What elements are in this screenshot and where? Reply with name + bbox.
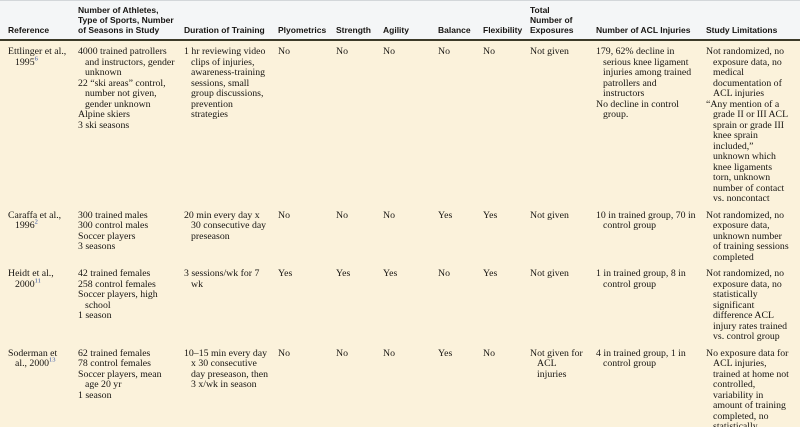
cell-flexibility: Yes — [483, 268, 498, 279]
column-header-athletes: Number of Athletes, Type of Sports, Numbe… — [78, 1, 184, 41]
cell-duration: 3 sessions/wk for 7 wk — [184, 268, 260, 290]
cell-limitations: Not randomized, no exposure data, unknow… — [706, 209, 789, 263]
cell-flexibility: No — [483, 342, 530, 427]
cell-athletes: 62 trained females 78 control females Socc… — [78, 342, 184, 427]
table-row-ettlinger: Ettlinger et al., 19956 4000 trained pat… — [0, 40, 800, 205]
cell-agility: No — [383, 342, 438, 427]
column-header-duration: Duration of Training — [184, 1, 278, 41]
column-header-balance: Balance — [438, 1, 483, 41]
cell-limitations: Not randomized, no exposure data, no sta… — [706, 268, 787, 342]
cell-plyometrics: No — [278, 46, 290, 57]
cell-acl-injuries: 1 in trained group, 8 in control group — [596, 268, 686, 290]
column-header-exposures: Total Number of Exposures — [530, 1, 596, 41]
cell-flexibility: No — [483, 46, 495, 57]
cell-strength: No — [336, 46, 348, 57]
cell-exposures: Not given for ACL injuries — [530, 342, 596, 427]
cell-athletes: 4000 trained patrollers and instructors,… — [78, 46, 175, 131]
cell-agility: No — [383, 209, 395, 221]
cell-reference: Heidt et al., 200011 — [0, 263, 78, 343]
reference-text: Heidt et al., 2000 — [8, 268, 54, 290]
cell-strength: No — [336, 209, 348, 221]
cell-reference: Ettlinger et al., 19956 — [0, 40, 78, 205]
table-row-soderman: Soderman et al., 200013 62 trained femal… — [0, 342, 800, 427]
column-header-acl-injuries: Number of ACL Injuries — [596, 1, 706, 41]
cell-balance: Yes — [438, 342, 483, 427]
column-header-limitations: Study Limitations — [706, 1, 800, 41]
cell-agility: Yes — [383, 268, 398, 279]
reference-text: Ettlinger et al., 1995 — [8, 46, 67, 68]
column-header-strength: Strength — [336, 1, 383, 41]
cell-limitations: No exposure data for ACL injuries, train… — [706, 342, 800, 427]
column-header-agility: Agility — [383, 1, 438, 41]
cell-acl-injuries: 179, 62% decline in serious knee ligamen… — [596, 46, 692, 120]
cell-duration: 10–15 min every day x 30 consecutive day… — [184, 342, 278, 427]
table-header: Reference Number of Athletes, Type of Spo… — [0, 1, 800, 41]
cell-limitations: Not randomized, no exposure data, no med… — [706, 46, 788, 204]
column-header-reference: Reference — [0, 1, 78, 41]
table-row-heidt: Heidt et al., 200011 42 trained females 2… — [0, 263, 800, 343]
citation-superscript: 11 — [34, 277, 41, 285]
cell-athletes: 42 trained females 258 control females Soc… — [78, 268, 158, 321]
cell-athletes: 300 trained males 300 control males Soccer… — [78, 209, 149, 252]
cell-acl-injuries: 10 in trained group, 70 in control group — [596, 209, 696, 231]
cell-balance: No — [438, 268, 450, 279]
cell-reference: Soderman et al., 200013 — [0, 342, 78, 427]
cell-exposures: Not given — [530, 209, 569, 221]
column-header-plyometrics: Plyometrics — [278, 1, 336, 41]
cell-plyometrics: No — [278, 342, 336, 427]
column-header-flexibility: Flexibility — [483, 1, 530, 41]
table-body: Ettlinger et al., 19956 4000 trained pat… — [0, 40, 800, 427]
reference-text: Caraffa et al., 1996 — [8, 209, 62, 231]
cell-acl-injuries: 4 in trained group, 1 in control group — [596, 342, 706, 427]
cell-flexibility: Yes — [483, 209, 498, 221]
citation-superscript: 2 — [34, 218, 38, 226]
reference-text: Soderman et al., 2000 — [8, 347, 58, 369]
cell-plyometrics: Yes — [278, 268, 293, 279]
cell-exposures: Not given — [530, 46, 569, 57]
cell-agility: No — [383, 46, 395, 57]
cell-balance: Yes — [438, 209, 453, 221]
cell-reference: Caraffa et al., 19962 — [0, 205, 78, 264]
cell-exposures: Not given — [530, 268, 569, 279]
cell-duration: 20 min every day x 30 consecutive day pr… — [184, 209, 267, 242]
cell-duration: 1 hr reviewing video clips of injuries, … — [184, 46, 266, 120]
table-row-caraffa: Caraffa et al., 19962 300 trained males 3… — [0, 205, 800, 264]
cell-strength: No — [336, 342, 383, 427]
cell-balance: No — [438, 46, 450, 57]
citation-superscript: 6 — [34, 55, 38, 63]
cell-strength: Yes — [336, 268, 351, 279]
citation-superscript: 13 — [49, 356, 56, 364]
cell-plyometrics: No — [278, 209, 290, 221]
